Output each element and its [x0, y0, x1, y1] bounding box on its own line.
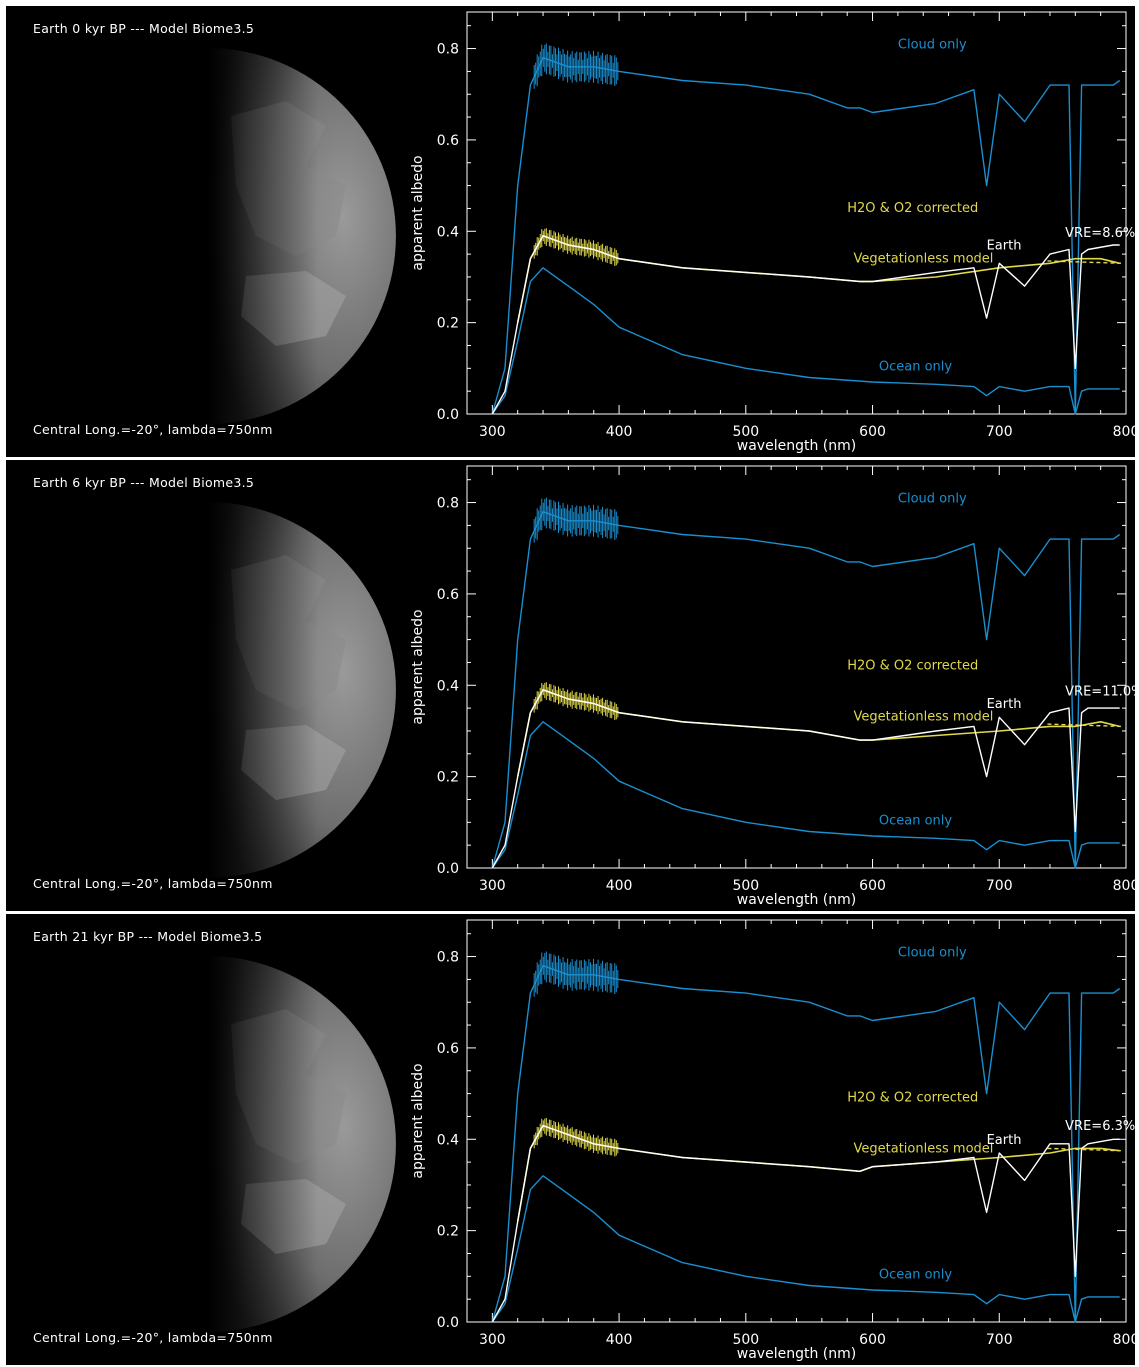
x-tick-label: 300 [479, 1332, 506, 1348]
x-tick-label: 500 [732, 424, 759, 440]
curve-label-cloud: Cloud only [898, 38, 967, 53]
curve-label-ocean: Ocean only [879, 814, 953, 829]
globe-caption: Central Long.=-20°, lambda=750nm [33, 876, 273, 891]
curve-label-vegetationless: Vegetationless model [854, 1141, 994, 1156]
series-line-earth [491, 1124, 1120, 1323]
y-tick-label: 0.0 [437, 407, 459, 423]
curve-label-vegetationless: Vegetationless model [854, 710, 994, 725]
curve-label-ocean: Ocean only [879, 360, 953, 375]
curve-label-vre: VRE=8.6% [1065, 226, 1135, 241]
y-tick-label: 0.8 [437, 496, 459, 512]
globe-caption: Central Long.=-20°, lambda=750nm [33, 1330, 273, 1345]
panel-title: Earth 6 kyr BP --- Model Biome3.5 [33, 475, 255, 490]
curve-label-cloud: Cloud only [898, 492, 967, 507]
curve-label-earth: Earth [987, 1133, 1022, 1148]
x-tick-label: 600 [859, 1332, 886, 1348]
curve-label-earth: Earth [987, 239, 1022, 254]
series-line-ocean-only [491, 267, 1120, 415]
x-tick-label: 300 [479, 878, 506, 894]
chart-0kyr: 300 400 500 600 700 800 0.0 0.2 0.4 0.6 0.8 wavelen… [410, 11, 1135, 454]
x-tick-label: 400 [606, 1332, 633, 1348]
y-tick-label: 0.4 [437, 224, 459, 240]
panel-title: Earth 0 kyr BP --- Model Biome3.5 [33, 21, 255, 36]
x-axis-label: wavelength (nm) [737, 892, 856, 908]
x-tick-label: 700 [986, 878, 1013, 894]
curve-label-earth: Earth [987, 697, 1022, 712]
x-axis-label: wavelength (nm) [737, 1346, 856, 1362]
x-tick-label: 500 [732, 1332, 759, 1348]
earth-globe-image [208, 502, 396, 878]
y-tick-label: 0.2 [437, 1224, 459, 1240]
y-axis-label: apparent albedo [410, 1063, 426, 1178]
y-tick-label: 0.0 [437, 1315, 459, 1331]
curve-label-vre: VRE=6.3% [1065, 1119, 1135, 1134]
series-line-ocean-only [491, 1175, 1120, 1323]
panel-svg: 300 400 500 600 700 800 0.0 0.2 0.4 0.6 0.8 wavelen… [208, 11, 1135, 454]
x-tick-label: 700 [986, 1332, 1013, 1348]
panel-21kyr: 300 400 500 600 700 800 0.0 0.2 0.4 0.6 0.8 wavelen… [6, 914, 1135, 1365]
x-tick-label: 400 [606, 424, 633, 440]
vegetationless-extension [1047, 1147, 1121, 1152]
series-line-cloud-only [491, 57, 1121, 415]
x-tick-label: 700 [986, 424, 1013, 440]
series-line-ocean-only [491, 721, 1120, 869]
x-tick-label: 600 [859, 424, 886, 440]
earth-globe-image [208, 956, 396, 1332]
curve-label-vre: VRE=11.0% [1065, 684, 1135, 699]
x-tick-label: 400 [606, 878, 633, 894]
y-tick-label: 0.6 [437, 133, 459, 149]
series-line-cloud-only [491, 965, 1121, 1323]
y-tick-label: 0.4 [437, 678, 459, 694]
y-axis-label: apparent albedo [410, 609, 426, 724]
series-line-earth [491, 689, 1120, 869]
x-tick-label: 600 [859, 878, 886, 894]
panel-title: Earth 21 kyr BP --- Model Biome3.5 [33, 929, 263, 944]
x-axis-label: wavelength (nm) [737, 438, 856, 454]
chart-21kyr: 300 400 500 600 700 800 0.0 0.2 0.4 0.6 0.8 wavelen… [410, 919, 1135, 1362]
earth-globe-image [208, 48, 396, 424]
series-line-earth [491, 235, 1120, 415]
y-tick-label: 0.8 [437, 950, 459, 966]
y-tick-label: 0.8 [437, 42, 459, 58]
curve-label-vegetationless: Vegetationless model [854, 252, 994, 267]
panel-6kyr: 300 400 500 600 700 800 0.0 0.2 0.4 0.6 0.8 wavelen… [6, 460, 1135, 911]
y-tick-label: 0.6 [437, 1041, 459, 1057]
panel-svg: 300 400 500 600 700 800 0.0 0.2 0.4 0.6 0.8 wavelen… [208, 919, 1135, 1362]
y-tick-label: 0.2 [437, 316, 459, 332]
curve-label-ocean: Ocean only [879, 1268, 953, 1283]
x-tick-label: 500 [732, 878, 759, 894]
panel-svg: 300 400 500 600 700 800 0.0 0.2 0.4 0.6 0.8 wavelen… [208, 465, 1135, 908]
globe-caption: Central Long.=-20°, lambda=750nm [33, 422, 273, 437]
x-tick-label: 800 [1113, 1332, 1135, 1348]
series-line-cloud-only [491, 511, 1121, 869]
x-tick-label: 300 [479, 424, 506, 440]
curve-label-corrected: H2O & O2 corrected [847, 201, 978, 216]
y-tick-label: 0.4 [437, 1132, 459, 1148]
chart-6kyr: 300 400 500 600 700 800 0.0 0.2 0.4 0.6 0.8 wavelen… [410, 465, 1135, 908]
y-tick-label: 0.2 [437, 770, 459, 786]
y-tick-label: 0.6 [437, 587, 459, 603]
curve-label-cloud: Cloud only [898, 946, 967, 961]
vegetationless-extension [1047, 260, 1121, 264]
x-tick-label: 800 [1113, 878, 1135, 894]
y-tick-label: 0.0 [437, 861, 459, 877]
x-tick-label: 800 [1113, 424, 1135, 440]
vegetationless-extension [1047, 723, 1121, 728]
curve-label-corrected: H2O & O2 corrected [847, 658, 978, 673]
curve-label-corrected: H2O & O2 corrected [847, 1091, 978, 1106]
y-axis-label: apparent albedo [410, 155, 426, 270]
panel-0kyr: 300 400 500 600 700 800 0.0 0.2 0.4 0.6 0.8 wavelen… [6, 6, 1135, 457]
